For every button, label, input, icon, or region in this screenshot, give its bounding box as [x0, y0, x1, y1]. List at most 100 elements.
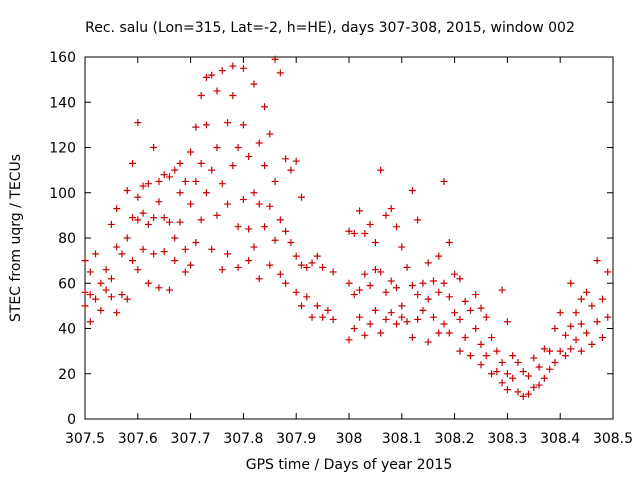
y-tick-label: 160	[49, 50, 76, 66]
data-point	[451, 270, 459, 278]
data-point	[556, 309, 564, 317]
data-point	[239, 64, 247, 72]
data-point	[92, 250, 100, 258]
data-point	[572, 336, 580, 344]
data-point	[150, 214, 158, 222]
data-point	[393, 223, 401, 231]
data-point	[292, 157, 300, 165]
data-point	[477, 361, 485, 369]
data-point	[297, 302, 305, 310]
data-point	[408, 282, 416, 290]
data-point	[86, 291, 94, 299]
data-point	[86, 318, 94, 326]
data-point	[229, 162, 237, 170]
data-point	[250, 243, 258, 251]
data-point	[287, 166, 295, 174]
data-point	[567, 279, 575, 287]
data-point	[297, 193, 305, 201]
data-point	[276, 69, 284, 77]
data-point	[271, 55, 279, 63]
data-point	[598, 334, 606, 342]
x-tick-label: 308	[336, 431, 363, 447]
data-point	[514, 358, 522, 366]
data-point	[424, 259, 432, 267]
plot-frame	[84, 56, 614, 420]
data-points	[81, 55, 612, 400]
data-point	[477, 340, 485, 348]
data-point	[398, 243, 406, 251]
data-point	[356, 286, 364, 294]
data-point	[435, 252, 443, 260]
data-point	[588, 340, 596, 348]
data-point	[551, 325, 559, 332]
data-point	[218, 266, 226, 274]
data-point	[540, 374, 548, 382]
x-tick-label: 307.7	[171, 431, 211, 447]
data-point	[213, 211, 221, 219]
y-tick-label: 0	[67, 412, 76, 428]
data-point	[266, 130, 274, 138]
data-point	[134, 119, 142, 127]
data-point	[451, 309, 459, 317]
data-point	[403, 318, 411, 326]
data-point	[530, 354, 538, 362]
data-point	[176, 218, 184, 226]
data-point	[208, 245, 216, 253]
x-tick-label: 308.3	[487, 431, 527, 447]
data-point	[345, 336, 353, 344]
data-point	[324, 306, 332, 314]
data-point	[123, 186, 131, 194]
x-tick-label: 307.8	[223, 431, 263, 447]
data-point	[144, 180, 152, 188]
data-point	[239, 121, 247, 129]
data-point	[129, 257, 137, 265]
data-point	[398, 313, 406, 321]
data-point	[525, 372, 533, 380]
x-axis: 307.5 307.6 307.7 307.8 307.9 308 308.1 308.2 30…	[65, 57, 633, 447]
data-point	[509, 352, 517, 360]
data-point	[371, 239, 379, 247]
data-point	[503, 370, 511, 378]
data-point	[472, 291, 480, 299]
data-point	[387, 277, 395, 285]
x-tick-label: 307.6	[118, 431, 158, 447]
data-point	[97, 306, 105, 314]
data-point	[187, 200, 195, 208]
data-point	[155, 284, 163, 292]
data-point	[503, 386, 511, 394]
data-point	[356, 313, 364, 321]
data-point	[250, 189, 258, 197]
data-point	[292, 288, 300, 296]
data-point	[102, 266, 110, 274]
data-point	[350, 325, 358, 332]
data-point	[229, 91, 237, 99]
y-axis: 0 20 40 60 80 100 120 140 160	[49, 50, 613, 428]
data-point	[261, 103, 269, 111]
data-point	[282, 279, 290, 287]
data-point	[134, 216, 142, 224]
data-point	[398, 302, 406, 310]
data-point	[292, 252, 300, 260]
data-point	[572, 309, 580, 317]
data-point	[250, 80, 258, 88]
data-point	[123, 234, 131, 242]
data-point	[456, 315, 464, 323]
data-point	[414, 216, 422, 224]
data-point	[361, 229, 369, 237]
data-point	[171, 166, 179, 174]
data-point	[493, 347, 501, 355]
data-point	[445, 239, 453, 247]
data-point	[466, 306, 474, 314]
data-point	[366, 220, 374, 228]
data-point	[350, 291, 358, 299]
data-point	[350, 229, 358, 237]
data-point	[102, 286, 110, 294]
data-point	[150, 144, 158, 151]
data-point	[234, 263, 242, 271]
data-point	[530, 383, 538, 391]
data-point	[234, 144, 242, 151]
data-point	[171, 257, 179, 265]
data-point	[556, 347, 564, 355]
data-point	[308, 259, 316, 267]
data-point	[561, 352, 569, 360]
